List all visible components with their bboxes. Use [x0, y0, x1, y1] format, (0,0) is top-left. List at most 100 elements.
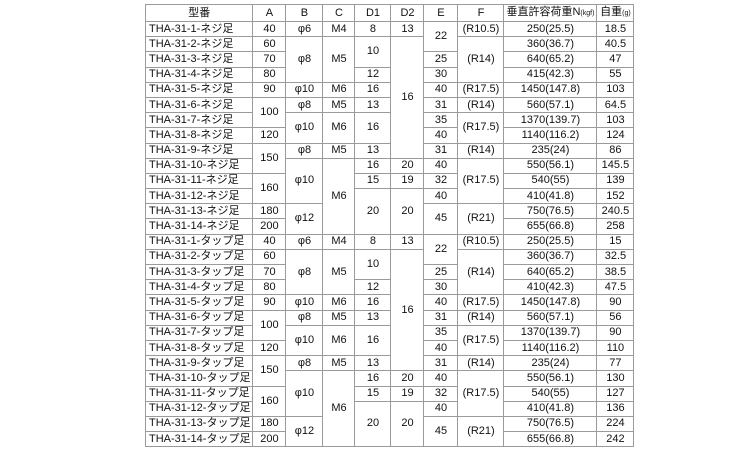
cell-a: 200	[252, 218, 287, 235]
header-b: B	[285, 4, 324, 22]
model-cell: THA-31-12-ネジ足	[144, 188, 254, 205]
cell-d1: 16	[354, 324, 392, 357]
load-cell: 655(66.8)	[503, 431, 598, 448]
cell-f: (R14)	[457, 355, 505, 372]
weight-cell: 136	[596, 400, 635, 417]
weight-cell: 258	[596, 218, 635, 235]
header-d1: D1	[354, 4, 392, 22]
cell-b: φ8	[285, 142, 324, 159]
load-cell: 1370(139.7)	[503, 112, 598, 129]
model-cell: THA-31-7-ネジ足	[144, 112, 254, 129]
cell-e: 40	[423, 339, 459, 357]
table-row: THA-31-13-ネジ足 180 φ12 45 (R21) 750(76.5) 240.5	[144, 203, 635, 235]
table-row: THA-31-5-ネジ足 90 φ10 M6 16 40 (R17.5) 1450(147.8…	[144, 81, 635, 98]
weight-cell: 242	[596, 431, 635, 448]
load-cell: 250(25.5)	[503, 233, 598, 250]
table-row: THA-31-1-タップ足 40 φ6 M4 8 13 22 (R10.5) 250(25.5)…	[144, 233, 635, 266]
cell-f: (R17.5)	[457, 324, 505, 357]
cell-f: (R14)	[457, 36, 505, 83]
cell-e: 30	[423, 66, 459, 83]
cell-e: 35	[423, 112, 459, 129]
cell-e: 45	[423, 203, 459, 235]
cell-c: M5	[322, 142, 356, 159]
model-cell: THA-31-2-タップ足	[144, 248, 254, 266]
cell-b: φ6	[285, 233, 324, 250]
table-row: THA-31-7-ネジ足 φ10 M6 16 35 (R17.5) 1370(139.7) 1…	[144, 112, 635, 144]
cell-d1: 13	[354, 309, 392, 326]
table-row: THA-31-2-タップ足 60 φ8 M5 10 16 (R14) 360(36.7) 32.…	[144, 248, 635, 372]
load-cell: 1450(147.8)	[503, 81, 598, 98]
cell-e: 40	[423, 188, 459, 205]
load-cell: 640(65.2)	[503, 263, 598, 281]
load-cell: 410(42.3)	[503, 279, 598, 296]
cell-e: 40	[423, 370, 459, 387]
cell-e: 30	[423, 279, 459, 296]
model-cell: THA-31-10-ネジ足	[144, 157, 254, 174]
cell-b: φ10	[285, 294, 324, 311]
cell-e: 40	[423, 157, 459, 174]
weight-cell: 32.5	[596, 248, 635, 266]
cell-f: (R17.5)	[457, 81, 505, 98]
weight-cell: 103	[596, 81, 635, 98]
cell-f: (R10.5)	[457, 233, 505, 250]
cell-f: (R14)	[457, 142, 505, 159]
table-row: THA-31-11-タップ足 160 15 19 32 540(55) 127	[144, 385, 635, 417]
model-cell: THA-31-1-タップ足	[144, 233, 254, 250]
cell-d2: 13	[390, 233, 425, 250]
load-cell: 550(56.1)	[503, 370, 598, 387]
cell-d1: 10	[354, 248, 392, 281]
cell-a: 120	[252, 127, 287, 144]
cell-a: 180	[252, 203, 287, 220]
load-cell: 410(41.8)	[503, 400, 598, 417]
model-cell: THA-31-13-ネジ足	[144, 203, 254, 220]
model-cell: THA-31-13-タップ足	[144, 415, 254, 433]
cell-a: 90	[252, 81, 287, 98]
cell-e: 22	[423, 233, 459, 266]
header-weight: 自重(g)	[596, 4, 635, 22]
cell-d1: 13	[354, 355, 392, 372]
cell-d1: 13	[354, 142, 392, 159]
table-row: THA-31-3-ネジ足 70 25 640(65.2) 47	[144, 51, 635, 68]
load-cell: 655(66.8)	[503, 218, 598, 235]
cell-c: M5	[322, 355, 356, 372]
table-row: THA-31-11-ネジ足 160 15 19 32 540(55) 139	[144, 172, 635, 205]
table-row: THA-31-10-ネジ足 φ10 M6 16 20 40 (R17.5) 550(56.1)…	[144, 157, 635, 235]
cell-c: M6	[322, 370, 356, 448]
header-model: 型番	[144, 4, 254, 22]
weight-cell: 103	[596, 112, 635, 129]
cell-d2: 20	[390, 157, 425, 174]
cell-a: 100	[252, 96, 287, 129]
cell-a: 70	[252, 51, 287, 68]
weight-cell: 47	[596, 51, 635, 68]
cell-e: 25	[423, 51, 459, 68]
cell-f: (R17.5)	[457, 157, 505, 205]
cell-a: 40	[252, 20, 287, 38]
cell-e: 32	[423, 172, 459, 190]
table-row: THA-31-6-ネジ足 100 φ8 M5 13 31 (R14) 560(57.1) 64.…	[144, 96, 635, 129]
table-row: THA-31-5-タップ足 90 φ10 M6 16 40 (R17.5) 1450(147.…	[144, 294, 635, 311]
load-cell: 250(25.5)	[503, 20, 598, 38]
load-cell: 540(55)	[503, 172, 598, 190]
load-cell: 360(36.7)	[503, 36, 598, 53]
load-cell: 415(42.3)	[503, 66, 598, 83]
cell-f: (R21)	[457, 415, 505, 448]
table-row: THA-31-12-ネジ足 20 20 40 410(41.8) 152	[144, 188, 635, 235]
cell-c: M4	[322, 233, 356, 250]
model-cell: THA-31-8-ネジ足	[144, 127, 254, 144]
cell-a: 70	[252, 263, 287, 281]
cell-d2: 20	[390, 188, 425, 235]
cell-a: 60	[252, 36, 287, 53]
weight-cell: 56	[596, 309, 635, 326]
weight-cell: 64.5	[596, 96, 635, 114]
cell-b: φ8	[285, 355, 324, 372]
cell-a: 150	[252, 142, 287, 174]
cell-a: 160	[252, 385, 287, 417]
weight-cell: 86	[596, 142, 635, 159]
cell-c: M4	[322, 20, 356, 38]
cell-d1: 8	[354, 233, 392, 250]
load-cell: 550(56.1)	[503, 157, 598, 174]
table-row: THA-31-13-タップ足 180 φ12 45 (R21) 750(76.5) 224	[144, 415, 635, 448]
table-row: THA-31-10-タップ足 φ10 M6 16 20 40 (R17.5) 550(56.1…	[144, 370, 635, 448]
cell-e: 35	[423, 324, 459, 341]
cell-f: (R14)	[457, 248, 505, 296]
